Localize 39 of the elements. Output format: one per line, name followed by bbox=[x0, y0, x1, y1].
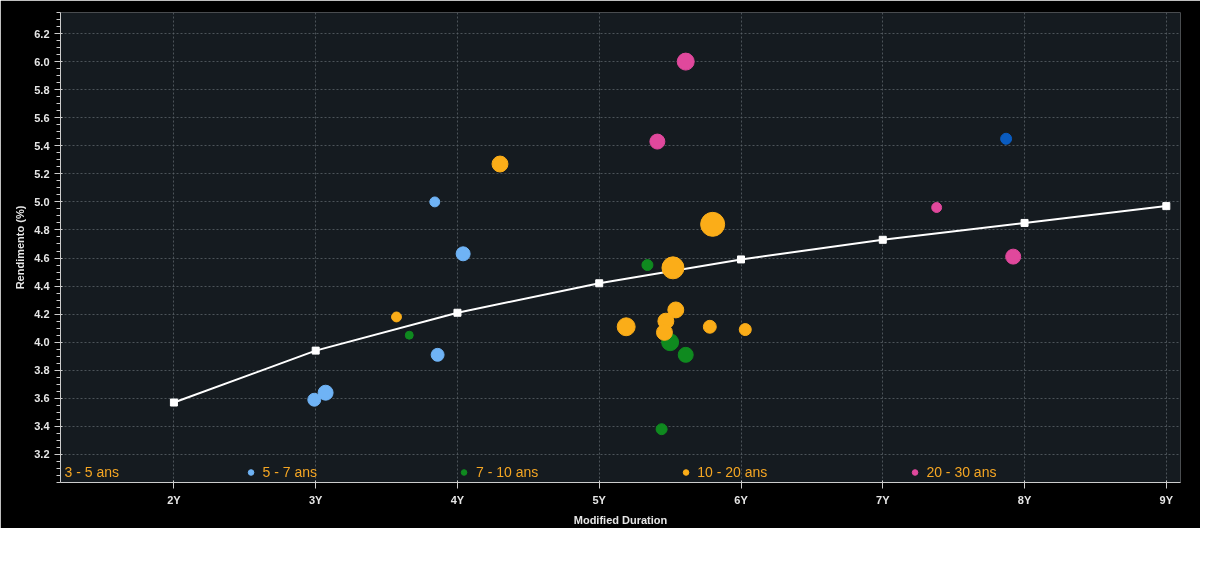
x-axis-title: Modified Duration bbox=[573, 513, 668, 526]
y-tick-label: 5.0 bbox=[34, 195, 50, 208]
y-tick-label: 3.2 bbox=[34, 448, 50, 461]
point bbox=[1020, 218, 1029, 227]
y-tick-label: 3.8 bbox=[34, 364, 50, 377]
y-tick-label: 5.8 bbox=[34, 83, 50, 96]
x-tick-label: 2Y bbox=[167, 493, 182, 506]
y-tick-label: 3.6 bbox=[34, 392, 50, 405]
legend-label: 7 - 10 ans bbox=[476, 464, 539, 480]
y-tick-label: 6.0 bbox=[34, 55, 50, 68]
y-tick-label: 6.2 bbox=[34, 27, 50, 40]
x-tick-label: 5Y bbox=[592, 493, 607, 506]
point bbox=[453, 308, 462, 317]
y-tick-label: 5.6 bbox=[34, 111, 50, 124]
point bbox=[1162, 202, 1171, 211]
x-tick-label: 3Y bbox=[308, 493, 324, 506]
x-tick-label: 7Y bbox=[876, 493, 891, 506]
x-tick-label: 8Y bbox=[1017, 493, 1032, 506]
y-tick-label: 4.2 bbox=[34, 308, 50, 321]
legend-label: 20 - 30 ans bbox=[926, 464, 997, 480]
point bbox=[169, 398, 178, 407]
y-tick-label: 4.8 bbox=[34, 223, 50, 236]
point bbox=[878, 235, 887, 244]
y-tick-label: 4.6 bbox=[34, 252, 50, 265]
y-tick-label: 3.4 bbox=[34, 420, 51, 433]
y-tick-label: 5.2 bbox=[34, 167, 50, 180]
legend-label: 5 - 7 ans bbox=[262, 464, 318, 480]
x-tick-label: 6Y bbox=[734, 493, 749, 506]
y-tick-label: 4.0 bbox=[34, 336, 50, 349]
y-axis-title: Rendimento (%) bbox=[14, 205, 27, 290]
point bbox=[311, 346, 320, 355]
y-tick-label: 4.4 bbox=[34, 280, 51, 293]
x-tick-label: 4Y bbox=[450, 493, 465, 506]
point bbox=[595, 279, 604, 288]
y-tick-label: 5.4 bbox=[34, 139, 51, 152]
point bbox=[737, 255, 746, 264]
annotation: 3 - 5 ans bbox=[64, 463, 119, 480]
x-tick-label: 9Y bbox=[1159, 493, 1174, 506]
legend-label: 10 - 20 ans bbox=[697, 464, 768, 480]
